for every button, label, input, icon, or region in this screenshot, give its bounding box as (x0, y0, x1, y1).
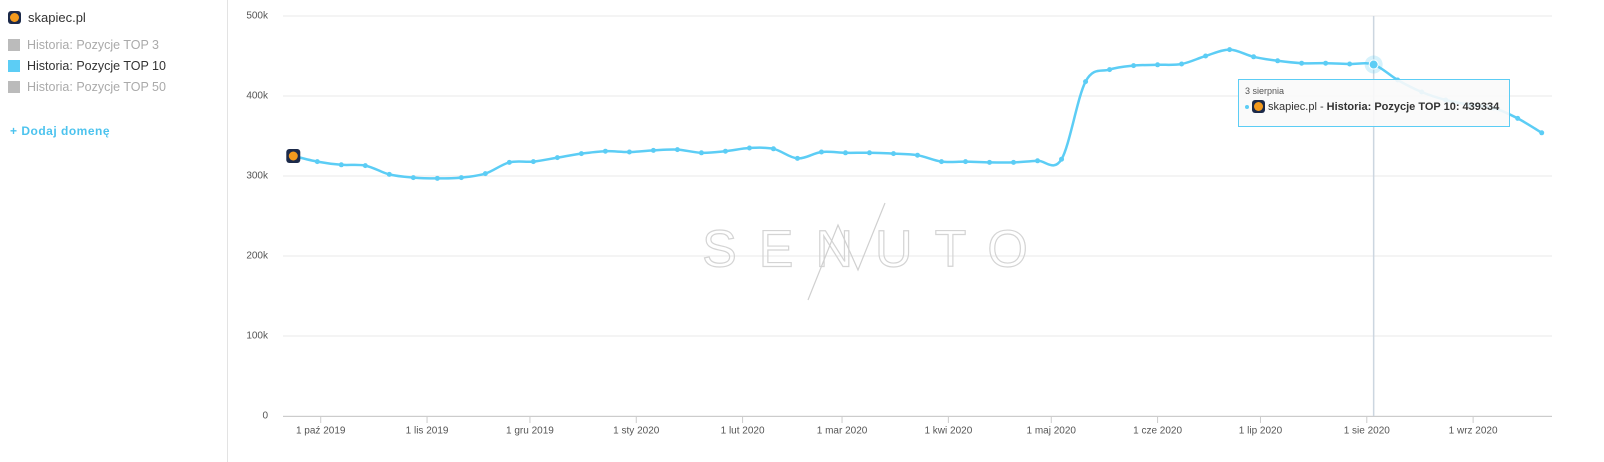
point (842, 150, 848, 156)
x-tick-label: 1 sty 2020 (613, 426, 660, 437)
legend-label: Historia: Pozycje TOP 3 (27, 38, 160, 52)
point (890, 151, 896, 157)
legend-swatch (8, 39, 20, 51)
x-tick-label: 1 lip 2020 (1239, 426, 1283, 437)
x-tick-label: 1 kwi 2020 (924, 426, 972, 437)
point (458, 175, 464, 181)
x-tick-label: 1 cze 2020 (1133, 426, 1182, 437)
point (1203, 53, 1209, 59)
domain-row: skapiec.pl (8, 10, 86, 25)
add-domain-link[interactable]: + Dodaj domenę (10, 124, 111, 138)
point (746, 145, 752, 151)
point (338, 162, 344, 168)
domain-icon (8, 11, 21, 24)
point (674, 147, 680, 153)
legend-swatch (8, 81, 20, 93)
point (626, 149, 632, 155)
y-tick-label: 100k (246, 331, 269, 342)
legend-item[interactable]: Historia: Pozycje TOP 50 (8, 80, 166, 94)
point (939, 159, 945, 165)
point (915, 152, 920, 158)
point (698, 150, 704, 156)
x-tick-label: 1 maj 2020 (1027, 426, 1077, 437)
point (410, 175, 416, 181)
point (362, 163, 368, 169)
point (1083, 79, 1089, 85)
point (866, 150, 872, 156)
point (482, 171, 488, 177)
tooltip-value: 439334 (1462, 100, 1500, 113)
legend-item[interactable]: Historia: Pozycje TOP 10 (8, 59, 166, 73)
tooltip-date: 3 sierpnia (1245, 86, 1285, 96)
x-tick-label: 1 paź 2019 (296, 426, 346, 437)
point (770, 146, 776, 152)
tooltip-label: Historia: Pozycje TOP 10: (1326, 100, 1460, 113)
legend-label: Historia: Pozycje TOP 50 (27, 80, 166, 94)
y-tick-label: 300k (246, 171, 269, 182)
sidebar: skapiec.pl Historia: Pozycje TOP 3 Histo… (0, 0, 228, 462)
point (1368, 59, 1379, 70)
watermark-stroke (807, 202, 886, 301)
point (1323, 60, 1329, 66)
point (722, 148, 728, 154)
point (963, 159, 969, 165)
point (1347, 61, 1353, 67)
point (386, 171, 392, 177)
point (1275, 58, 1281, 64)
point (1011, 159, 1017, 165)
point (1539, 130, 1545, 136)
point (1179, 61, 1185, 67)
point (434, 175, 440, 181)
point (1035, 158, 1041, 164)
tooltip-row: skapiec.pl - Historia: Pozycje TOP 10: 4… (1245, 100, 1503, 113)
point (1251, 54, 1257, 60)
point (578, 151, 584, 157)
point (1107, 67, 1113, 73)
point (650, 147, 656, 153)
legend-swatch (8, 60, 20, 72)
point (530, 159, 536, 165)
x-tick-label: 1 mar 2020 (817, 426, 868, 437)
point (1059, 156, 1065, 162)
x-tick-label: 1 lut 2020 (721, 426, 765, 437)
point (1227, 47, 1233, 53)
y-tick-label: 0 (262, 411, 268, 422)
point (506, 159, 512, 165)
x-tick-label: 1 sie 2020 (1344, 426, 1391, 437)
point (314, 159, 320, 165)
y-tick-label: 400k (246, 91, 269, 102)
point (602, 148, 608, 154)
legend-label: Historia: Pozycje TOP 10 (27, 59, 166, 73)
tooltip-dot (1245, 104, 1249, 109)
point (794, 155, 800, 161)
tooltip-prefix: skapiec.pl - (1268, 100, 1324, 113)
tooltip: 3 sierpnia skapiec.pl - Historia: Pozycj… (1238, 79, 1510, 127)
point (1515, 115, 1521, 121)
point (1131, 63, 1137, 69)
x-tick-label: 1 wrz 2020 (1449, 426, 1498, 437)
y-tick-label: 200k (246, 251, 269, 262)
x-tick-label: 1 gru 2019 (506, 426, 554, 437)
tooltip-icon (1252, 100, 1265, 113)
x-tick-label: 1 lis 2019 (406, 426, 449, 437)
y-tick-label: 500k (246, 11, 269, 22)
legend-item[interactable]: Historia: Pozycje TOP 3 (8, 38, 159, 52)
point (1155, 62, 1161, 68)
point (987, 159, 993, 165)
point (554, 155, 560, 161)
point (818, 149, 824, 155)
point (1299, 60, 1305, 66)
domain-name: skapiec.pl (28, 10, 86, 25)
watermark: SENUTO (702, 221, 1050, 279)
domain-icon-dot (288, 151, 298, 161)
